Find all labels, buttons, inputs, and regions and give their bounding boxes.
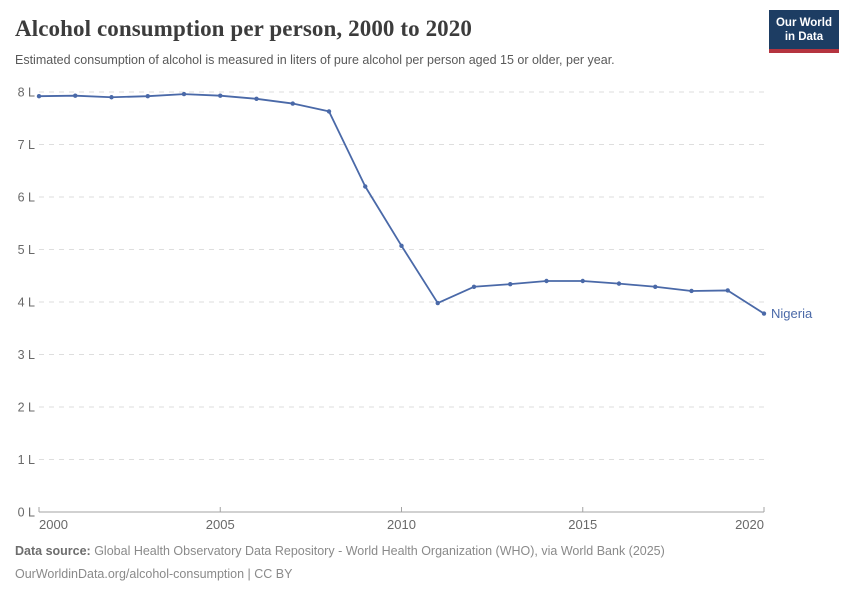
data-point bbox=[689, 288, 694, 294]
data-point bbox=[761, 311, 767, 316]
data-point bbox=[399, 243, 404, 249]
data-point bbox=[435, 300, 440, 306]
data-point bbox=[181, 91, 187, 97]
data-point bbox=[73, 93, 78, 98]
y-tick-label: 8 L bbox=[18, 86, 35, 100]
y-tick-label: 0 L bbox=[18, 506, 35, 520]
data-point bbox=[36, 94, 42, 99]
license-line: OurWorldinData.org/alcohol-consumption |… bbox=[15, 563, 835, 586]
y-tick-label: 5 L bbox=[18, 243, 35, 257]
x-tick-label: 2010 bbox=[387, 517, 416, 532]
data-source-text: Global Health Observatory Data Repositor… bbox=[90, 544, 665, 558]
data-point bbox=[290, 101, 295, 106]
y-tick-label: 1 L bbox=[18, 453, 35, 467]
owid-logo[interactable]: Our World in Data bbox=[768, 10, 839, 53]
data-point bbox=[616, 281, 622, 286]
data-point bbox=[109, 95, 114, 100]
data-point bbox=[363, 184, 368, 189]
x-tick-label: 2015 bbox=[568, 517, 597, 532]
data-point bbox=[218, 93, 223, 98]
data-line bbox=[38, 93, 765, 315]
y-tick-label: 2 L bbox=[18, 401, 35, 415]
page-title: Alcohol consumption per person, 2000 to … bbox=[15, 16, 472, 41]
data-point bbox=[254, 96, 259, 102]
data-point bbox=[725, 288, 730, 293]
chart-subtitle: Estimated consumption of alcohol is meas… bbox=[15, 53, 615, 67]
data-point bbox=[580, 278, 585, 284]
data-source-label: Data source: bbox=[15, 544, 91, 558]
y-tick-label: 4 L bbox=[18, 296, 35, 310]
data-point bbox=[145, 94, 150, 99]
data-point bbox=[326, 109, 332, 114]
data-point bbox=[471, 284, 477, 289]
x-tick-label: 2020 bbox=[735, 517, 764, 532]
line-chart[interactable]: 0 L 1 L 2 L 3 L 4 L 5 L 6 L 7 L 8 L 2000 2005 2010 2… bbox=[0, 80, 850, 540]
license-text: | CC BY bbox=[244, 566, 293, 581]
chart-footer: Data source: Global Health Observatory D… bbox=[15, 540, 835, 585]
data-point bbox=[508, 281, 513, 287]
owid-logo-line1: Our World bbox=[775, 17, 832, 29]
data-point bbox=[544, 278, 549, 284]
owid-link[interactable]: OurWorldinData.org/alcohol-consumption bbox=[15, 566, 245, 581]
x-tick-label: 2000 bbox=[39, 517, 68, 532]
y-tick-label: 3 L bbox=[18, 348, 35, 362]
chart-header: Alcohol consumption per person, 2000 to … bbox=[0, 0, 850, 80]
data-point bbox=[653, 284, 658, 289]
owid-logo-line2: in Data bbox=[784, 31, 824, 44]
y-tick-label: 7 L bbox=[18, 138, 35, 152]
y-tick-label: 6 L bbox=[18, 191, 35, 205]
x-tick-label: 2005 bbox=[206, 517, 235, 532]
data-source-line: Data source: Global Health Observatory D… bbox=[15, 540, 835, 563]
entity-label[interactable]: Nigeria bbox=[771, 306, 813, 321]
